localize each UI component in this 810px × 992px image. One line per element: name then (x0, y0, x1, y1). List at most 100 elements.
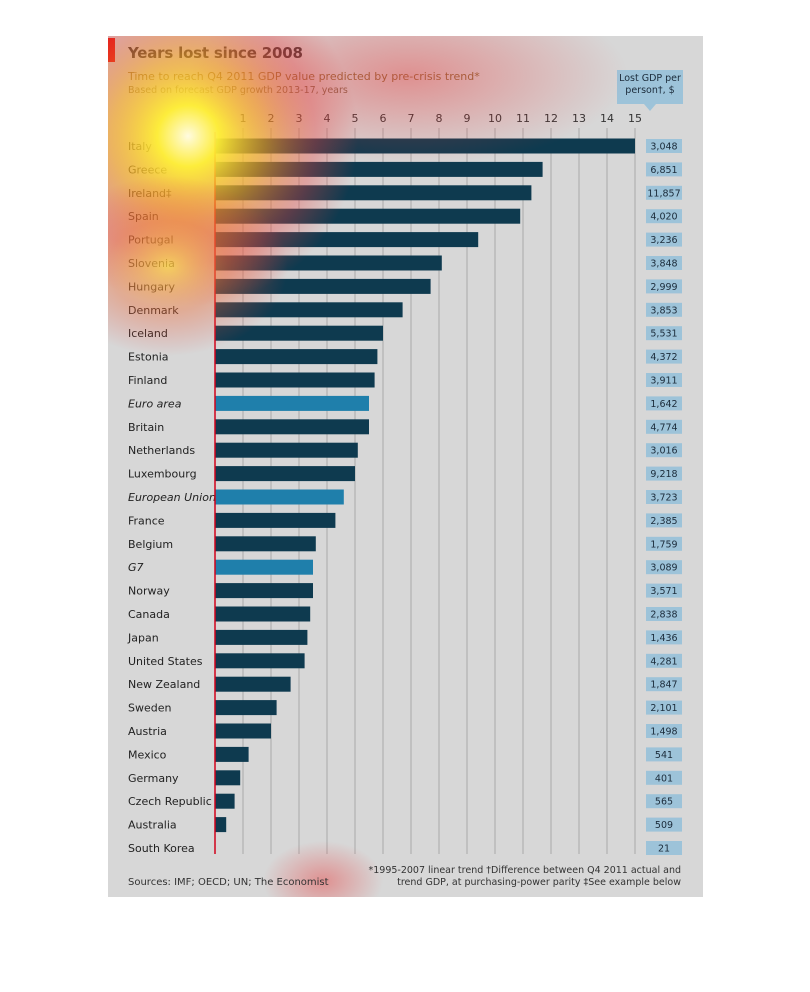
lost-gdp-value: 2,385 (650, 516, 677, 527)
bar (215, 395, 369, 411)
lost-gdp-value: 3,723 (650, 493, 677, 504)
lost-gdp-box (646, 794, 682, 809)
bar (215, 676, 291, 692)
lost-gdp-box (646, 209, 682, 224)
lost-gdp-box (646, 583, 682, 598)
lost-gdp-value: 401 (655, 773, 673, 784)
lost-gdp-value: 3,571 (650, 586, 677, 597)
lost-gdp-value: 509 (655, 820, 673, 831)
bar (215, 255, 442, 271)
lost-gdp-box (646, 396, 682, 411)
x-tick-label: 4 (324, 112, 331, 125)
bar (215, 185, 532, 201)
category-label: France (128, 514, 165, 527)
lost-gdp-box (646, 490, 682, 504)
sources-note: Sources: IMF; OECD; UN; The Economist (128, 877, 329, 888)
category-label: Euro area (128, 397, 182, 410)
category-label: Italy (128, 140, 152, 153)
lost-gdp-box (646, 560, 682, 575)
lost-gdp-value: 541 (655, 750, 673, 761)
lost-gdp-value: 1,436 (650, 633, 677, 644)
category-label: Finland (128, 374, 167, 387)
category-label: Ireland‡ (128, 187, 172, 200)
category-label: Canada (128, 608, 170, 621)
x-tick-label: 5 (352, 112, 359, 125)
lost-gdp-header: Lost GDP per person†, $ (617, 70, 683, 111)
category-label: Japan (127, 631, 159, 644)
category-label: Greece (128, 163, 167, 176)
category-label: Hungary (128, 280, 175, 293)
lost-gdp-box (646, 279, 682, 294)
bar (215, 232, 479, 248)
lost-gdp-box (646, 443, 682, 458)
category-label: Australia (128, 819, 177, 832)
lost-gdp-box (646, 841, 682, 855)
lost-gdp-box (646, 326, 682, 341)
category-label: South Korea (128, 842, 195, 855)
lost-gdp-value: 9,218 (650, 469, 677, 480)
lost-gdp-box (646, 349, 682, 364)
bar (215, 793, 235, 809)
lost-gdp-value: 1,642 (650, 399, 677, 410)
category-label: Czech Republic (128, 795, 212, 808)
lost-gdp-box (646, 373, 682, 387)
lost-gdp-value: 1,759 (650, 539, 677, 550)
category-label: Spain (128, 210, 159, 223)
lost-gdp-box (646, 724, 682, 738)
bar (215, 466, 355, 482)
lost-gdp-value: 2,999 (650, 282, 677, 293)
lost-gdp-value: 2,101 (650, 703, 677, 714)
category-label: G7 (128, 561, 144, 574)
lost-gdp-value: 3,089 (650, 563, 677, 574)
lost-gdp-header-line1: Lost GDP per (619, 73, 681, 84)
bar (215, 278, 431, 294)
category-label: Sweden (128, 702, 171, 715)
lost-gdp-value: 6,851 (650, 165, 677, 176)
lost-gdp-value: 3,016 (650, 446, 677, 457)
category-label: Norway (128, 585, 170, 598)
lost-gdp-box (646, 607, 682, 621)
bar (215, 161, 543, 177)
lost-gdp-value: 1,847 (650, 680, 677, 691)
lost-gdp-box (646, 770, 682, 785)
lost-gdp-value: 3,236 (650, 235, 677, 246)
lost-gdp-box (646, 700, 682, 715)
x-tick-label: 6 (380, 112, 387, 125)
bar (215, 559, 313, 575)
x-tick-label: 8 (436, 112, 443, 125)
bar (215, 723, 271, 739)
lost-gdp-value: 3,853 (650, 305, 677, 316)
lost-gdp-value: 11,857 (647, 188, 680, 199)
x-tick-label: 14 (600, 112, 614, 125)
lost-gdp-box (646, 232, 682, 247)
category-label: Germany (128, 772, 179, 785)
lost-gdp-box (646, 536, 682, 551)
lost-gdp-box (646, 817, 682, 832)
lost-gdp-box (646, 256, 682, 270)
bar (215, 746, 249, 762)
category-label: Mexico (128, 748, 167, 761)
lost-gdp-value: 1,498 (650, 727, 677, 738)
x-tick-label: 15 (628, 112, 642, 125)
bar (215, 349, 378, 365)
category-label: European Union (128, 491, 216, 504)
x-tick-label: 13 (572, 112, 586, 125)
lost-gdp-header-line2: person†, $ (625, 85, 675, 96)
bar (215, 817, 227, 833)
bar (215, 372, 375, 388)
lost-gdp-value: 4,372 (650, 352, 677, 363)
lost-gdp-box (646, 162, 682, 177)
lost-gdp-box (646, 466, 682, 481)
lost-gdp-value: 4,281 (650, 656, 677, 667)
lost-gdp-value: 3,848 (650, 259, 677, 270)
category-label: Denmark (128, 304, 179, 317)
bar (215, 419, 369, 435)
footnote-line1: *1995-2007 linear trend †Difference betw… (368, 865, 681, 876)
lost-gdp-box (646, 677, 682, 692)
lost-gdp-value: 5,531 (650, 329, 677, 340)
lost-gdp-value: 2,838 (650, 610, 677, 621)
category-label: Iceland (128, 327, 168, 340)
lost-gdp-box (646, 630, 682, 645)
bar (215, 325, 383, 341)
